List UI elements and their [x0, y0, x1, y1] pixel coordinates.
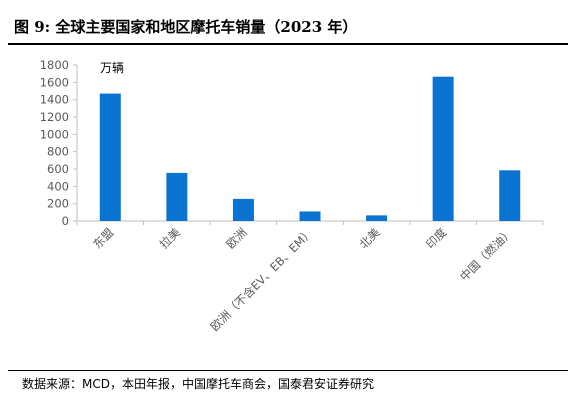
y-tick-label: 1200: [40, 110, 69, 124]
figure-title: 图 9: 全球主要国家和地区摩托车销量（2023 年）: [14, 18, 358, 36]
y-tick-label: 200: [47, 197, 69, 211]
y-tick-label: 1800: [40, 58, 69, 72]
unit-label: 万辆: [100, 61, 124, 75]
x-tick-label: 北美: [357, 225, 384, 252]
bars: [99, 76, 521, 221]
bar: [99, 93, 121, 221]
title-bar: 图 9: 全球主要国家和地区摩托车销量（2023 年）: [0, 0, 574, 45]
title-divider: [8, 43, 568, 45]
x-axis: [76, 220, 544, 225]
bar: [499, 170, 521, 221]
y-tick-label: 1000: [40, 127, 69, 141]
y-tick-label: 1600: [40, 75, 69, 89]
bar: [232, 198, 254, 221]
y-axis: 0 200 400 600 800 1000 1200 1400 1600 1800: [40, 58, 78, 228]
bar-chart: 0 200 400 600 800 1000 1200 1400 1600 1800 东盟 拉美 欧洲…: [40, 58, 544, 334]
x-tick-label: 印度: [423, 225, 450, 252]
x-tick-label: 拉美: [157, 225, 184, 252]
bar: [432, 76, 454, 221]
y-tick-label: 600: [47, 162, 69, 176]
bar: [299, 211, 321, 221]
x-tick-label: 欧洲: [223, 225, 249, 251]
y-tick-label: 800: [47, 145, 69, 159]
y-tick-label: 0: [62, 214, 69, 228]
x-tick-label: 中国（燃油）: [457, 225, 516, 284]
source-divider: [8, 370, 568, 371]
y-tick-label: 400: [47, 179, 69, 193]
x-tick-label: 东盟: [90, 225, 116, 251]
y-tick-label: 1400: [40, 93, 69, 107]
source-note: 数据来源：MCD，本田年报，中国摩托车商会，国泰君安证券研究: [22, 377, 374, 391]
bar: [166, 172, 188, 221]
bar: [366, 215, 388, 221]
